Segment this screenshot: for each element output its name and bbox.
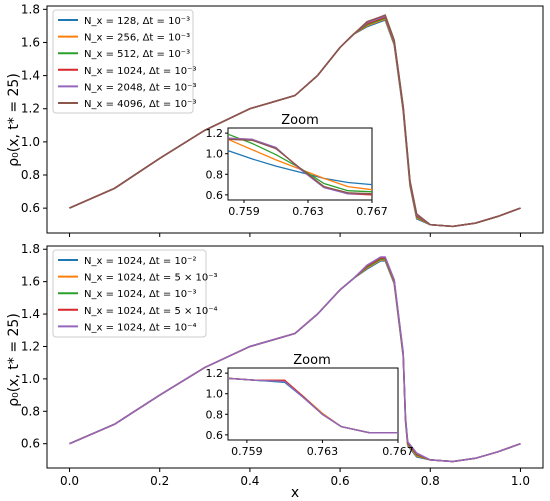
bottom-inset-ticks: 0.6 0.8 1.0 1.2 0.759 0.763 0.767	[206, 367, 414, 458]
y-tick-label: 0.8	[21, 168, 40, 182]
legend-label: N_x = 2048, Δt = 10⁻³	[84, 82, 196, 93]
inset-x-tick-label: 0.759	[231, 445, 263, 458]
inset-y-tick-label: 0.6	[206, 189, 224, 202]
inset-x-tick-label: 0.759	[228, 205, 260, 218]
inset-y-tick-label: 1.0	[206, 388, 224, 401]
bottom-inset-title: Zoom	[293, 353, 330, 368]
legend-label: N_x = 1024, Δt = 10⁻²	[84, 256, 196, 267]
y-tick-label: 0.6	[21, 437, 40, 451]
bottom-legend-box	[52, 249, 207, 338]
legend-label: N_x = 512, Δt = 10⁻³	[84, 49, 190, 60]
bottom-x-axis-label: x	[291, 485, 299, 501]
top-legend: N_x = 128, Δt = 10⁻³ N_x = 256, Δt = 10⁻³…	[52, 9, 196, 114]
top-inset-title: Zoom	[281, 113, 318, 128]
x-tick-label: 1.0	[511, 474, 530, 488]
bottom-y-axis-label: ρ₀(x, t* = 25)	[6, 313, 22, 407]
series-line	[69, 256, 521, 463]
inset-y-tick-label: 1.2	[206, 367, 224, 380]
bottom-plot-frame	[46, 245, 544, 469]
legend-label: N_x = 1024, Δt = 10⁻⁴	[84, 322, 196, 333]
top-inset: Zoom 0.6 0.8 1.0 1.2 0.759 0.763 0.767	[206, 113, 388, 218]
y-tick-label: 1.4	[21, 69, 40, 83]
inset-series-line	[227, 149, 373, 186]
y-tick-label: 1.2	[21, 339, 40, 353]
y-tick-label: 1.8	[21, 242, 40, 256]
inset-y-tick-label: 0.8	[206, 168, 224, 181]
x-tick-label: 0.8	[421, 474, 440, 488]
bottom-inset-lines	[227, 377, 398, 434]
legend-label: N_x = 256, Δt = 10⁻³	[84, 33, 190, 44]
x-tick-label: 0.0	[60, 474, 79, 488]
x-tick-label: 0.4	[240, 474, 259, 488]
y-tick-label: 1.2	[21, 102, 40, 116]
inset-y-tick-label: 1.0	[206, 148, 224, 161]
inset-x-tick-label: 0.767	[356, 205, 388, 218]
top-panel: 0.6 0.8 1.0 1.2 1.4 1.6 1.8 ρ₀(x, t* = 25) N_x…	[6, 2, 544, 237]
y-tick-label: 1.8	[21, 2, 40, 16]
y-tick-label: 1.6	[21, 275, 40, 289]
legend-label: N_x = 128, Δt = 10⁻³	[84, 16, 190, 27]
top-series-lines	[69, 14, 521, 228]
y-tick-label: 1.0	[21, 135, 40, 149]
top-y-axis-label: ρ₀(x, t* = 25)	[6, 73, 22, 167]
inset-y-tick-label: 0.6	[206, 429, 224, 442]
top-inset-ticks: 0.6 0.8 1.0 1.2 0.759 0.763 0.767	[206, 127, 388, 218]
bottom-inset: Zoom 0.6 0.8 1.0 1.2 0.759 0.763 0.767	[206, 353, 414, 458]
inset-x-tick-label: 0.763	[292, 205, 324, 218]
top-inset-lines	[227, 133, 373, 196]
inset-series-line	[227, 138, 373, 195]
x-tick-label: 0.2	[150, 474, 169, 488]
legend-label: N_x = 1024, Δt = 10⁻³	[84, 66, 196, 77]
inset-y-tick-label: 1.2	[206, 127, 224, 140]
x-tick-label: 0.6	[331, 474, 350, 488]
inset-x-tick-label: 0.767	[382, 445, 414, 458]
bottom-y-ticks: 0.6 0.8 1.0 1.2 1.4 1.6 1.8	[21, 242, 47, 451]
y-tick-label: 1.4	[21, 307, 40, 321]
bottom-x-ticks: 0.0 0.2 0.4 0.6 0.8 1.0	[60, 468, 530, 488]
inset-series-line	[227, 137, 372, 195]
top-legend-box	[52, 9, 194, 114]
bottom-inset-frame	[227, 367, 399, 441]
legend-label: N_x = 1024, Δt = 10⁻³	[84, 289, 196, 300]
y-tick-label: 0.6	[21, 201, 40, 215]
top-plot-frame	[46, 5, 544, 234]
bottom-panel: 0.6 0.8 1.0 1.2 1.4 1.6 1.8 0.0 0.2 0.4 0.6 0.8 1.0…	[6, 242, 544, 501]
legend-label: N_x = 4096, Δt = 10⁻³	[84, 99, 196, 110]
legend-label: N_x = 1024, Δt = 5 × 10⁻³	[84, 273, 218, 284]
bottom-legend: N_x = 1024, Δt = 10⁻² N_x = 1024, Δt = 5 …	[52, 249, 218, 338]
y-tick-label: 1.6	[21, 35, 40, 49]
legend-label: N_x = 1024, Δt = 5 × 10⁻⁴	[84, 306, 218, 317]
bottom-series-lines	[69, 256, 521, 463]
y-tick-label: 0.8	[21, 404, 40, 418]
top-y-ticks: 0.6 0.8 1.0 1.2 1.4 1.6 1.8	[21, 2, 521, 237]
inset-series-line	[227, 377, 398, 434]
inset-y-tick-label: 0.8	[206, 408, 224, 421]
y-tick-label: 1.0	[21, 372, 40, 386]
inset-x-tick-label: 0.763	[307, 445, 339, 458]
series-line	[69, 14, 521, 228]
